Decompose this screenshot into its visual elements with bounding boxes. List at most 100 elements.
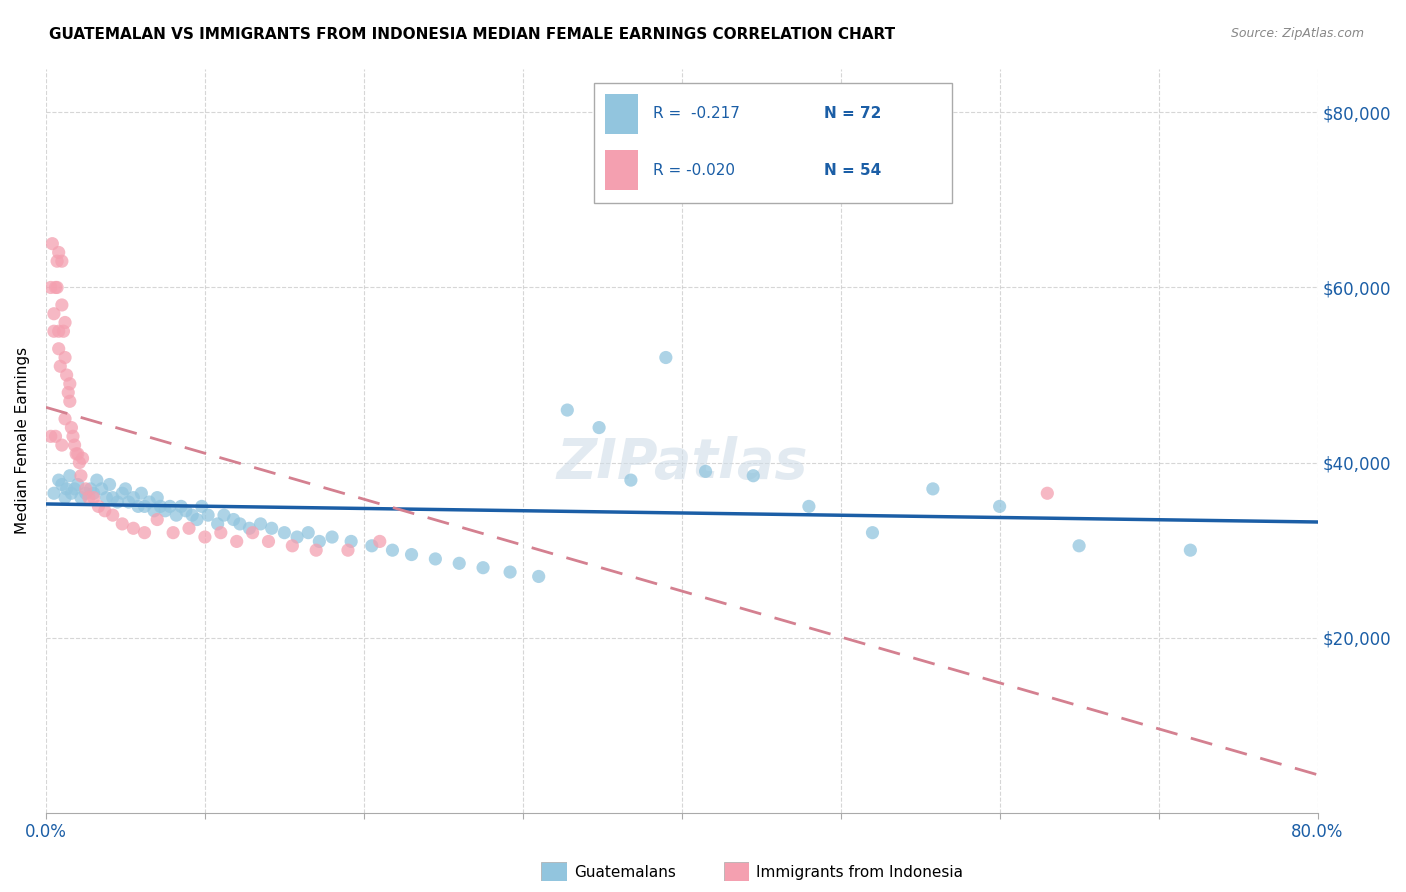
Point (620, 473, 643, 487)
Point (153, 504, 176, 518)
Point (53, 316, 76, 330)
Point (238, 521, 260, 535)
Point (53, 351, 76, 365)
Point (281, 539, 304, 553)
Point (90, 482, 112, 496)
Point (695, 464, 717, 478)
Point (48, 245, 70, 260)
Point (60, 486, 83, 500)
Point (194, 530, 217, 544)
Point (59, 468, 82, 483)
Point (107, 495, 129, 509)
Point (117, 495, 139, 509)
Point (87, 500, 110, 514)
Point (862, 525, 884, 540)
Point (449, 557, 471, 571)
Point (48, 324, 70, 338)
Point (101, 508, 124, 523)
Point (165, 508, 187, 523)
Point (55, 482, 77, 496)
Point (159, 500, 181, 514)
Point (742, 468, 765, 483)
Point (75, 486, 97, 500)
Point (305, 543, 328, 558)
Point (381, 543, 404, 558)
Point (52, 324, 75, 338)
Point (249, 516, 271, 531)
Point (368, 534, 391, 549)
Point (190, 500, 212, 514)
Point (98, 477, 121, 491)
Point (53, 491, 76, 505)
Text: GUATEMALAN VS IMMIGRANTS FROM INDONESIA MEDIAN FEMALE EARNINGS CORRELATION CHART: GUATEMALAN VS IMMIGRANTS FROM INDONESIA … (49, 27, 896, 42)
Bar (605, 150, 638, 190)
Point (655, 351, 678, 365)
Point (588, 420, 610, 434)
Point (65, 447, 87, 461)
Point (44, 280, 66, 294)
Point (921, 482, 943, 496)
Point (162, 525, 184, 540)
Text: Immigrants from Indonesia: Immigrants from Indonesia (756, 865, 963, 880)
Text: R =  -0.217: R = -0.217 (652, 106, 740, 121)
Point (1036, 486, 1059, 500)
Text: N = 54: N = 54 (824, 162, 882, 178)
Point (170, 500, 193, 514)
Point (260, 521, 283, 535)
Point (51, 298, 73, 312)
Point (134, 525, 156, 540)
Point (51, 254, 73, 268)
Point (143, 504, 166, 518)
Point (122, 491, 145, 505)
Point (46, 280, 69, 294)
Point (138, 495, 160, 509)
Point (66, 477, 89, 491)
Point (39, 429, 62, 443)
Point (285, 530, 308, 544)
Point (49, 359, 72, 374)
Point (209, 525, 232, 540)
Point (131, 486, 153, 500)
Point (181, 508, 204, 523)
Point (72, 451, 94, 466)
Point (555, 403, 578, 417)
Point (174, 504, 197, 518)
Point (86, 473, 108, 487)
Point (41, 236, 63, 251)
Point (114, 482, 136, 496)
Point (59, 376, 82, 391)
Point (360, 539, 382, 553)
Point (44, 429, 66, 443)
Point (51, 477, 73, 491)
Point (60, 420, 83, 434)
Text: N = 72: N = 72 (824, 106, 882, 121)
Point (66, 447, 89, 461)
Point (111, 486, 134, 500)
Point (146, 512, 169, 526)
Point (101, 491, 124, 505)
Text: R = -0.020: R = -0.020 (652, 162, 735, 178)
Point (177, 521, 200, 535)
Point (146, 491, 169, 505)
Point (62, 429, 84, 443)
Text: ZIPatlas: ZIPatlas (555, 436, 807, 490)
Point (308, 534, 330, 549)
Point (42, 307, 65, 321)
Point (39, 280, 62, 294)
Point (111, 516, 134, 531)
Point (122, 521, 145, 535)
Point (401, 548, 423, 562)
Point (242, 525, 264, 540)
Point (297, 525, 319, 540)
Point (186, 512, 208, 526)
Point (988, 500, 1011, 514)
Point (1067, 539, 1090, 553)
Point (527, 569, 550, 583)
Point (75, 482, 97, 496)
Point (340, 534, 363, 549)
Point (70, 468, 93, 483)
Y-axis label: Median Female Earnings: Median Female Earnings (15, 347, 30, 534)
Point (59, 394, 82, 409)
Point (229, 516, 252, 531)
Point (222, 512, 245, 526)
